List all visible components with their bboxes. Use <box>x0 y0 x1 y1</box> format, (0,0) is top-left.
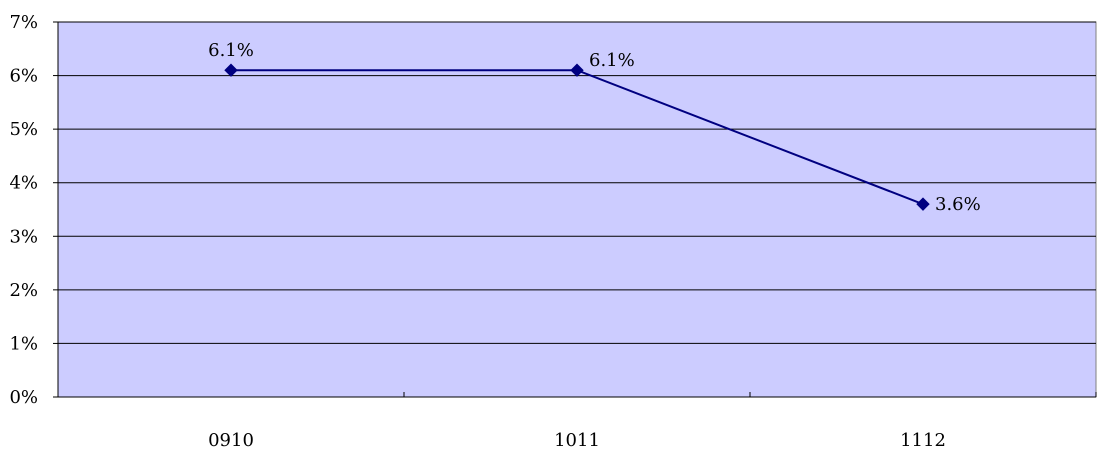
data-labels: 6.1% 6.1% 3.6% <box>208 40 981 215</box>
y-tick-label: 0% <box>9 387 38 408</box>
series-layer <box>224 63 930 211</box>
x-tick-label: 1112 <box>900 430 946 451</box>
x-tick-label: 1011 <box>554 430 600 451</box>
y-tick-label: 2% <box>9 280 38 301</box>
y-tick-label: 3% <box>9 226 38 247</box>
x-tick-label: 0910 <box>208 430 254 451</box>
data-point-marker <box>570 63 584 77</box>
y-axis: 0% 1% 2% 3% 4% 5% 6% 7% <box>9 12 59 408</box>
data-point-marker <box>224 63 238 77</box>
y-tick-label: 7% <box>9 12 38 33</box>
data-label: 3.6% <box>935 194 981 215</box>
data-point-marker <box>916 197 930 211</box>
y-tick-label: 5% <box>9 119 38 140</box>
y-tick-label: 4% <box>9 173 38 194</box>
y-tick-label: 6% <box>9 66 38 87</box>
x-axis: 0910 1011 1112 <box>57 392 1097 451</box>
y-tick-label: 1% <box>9 333 38 354</box>
data-label: 6.1% <box>589 50 635 71</box>
data-label: 6.1% <box>208 40 254 61</box>
